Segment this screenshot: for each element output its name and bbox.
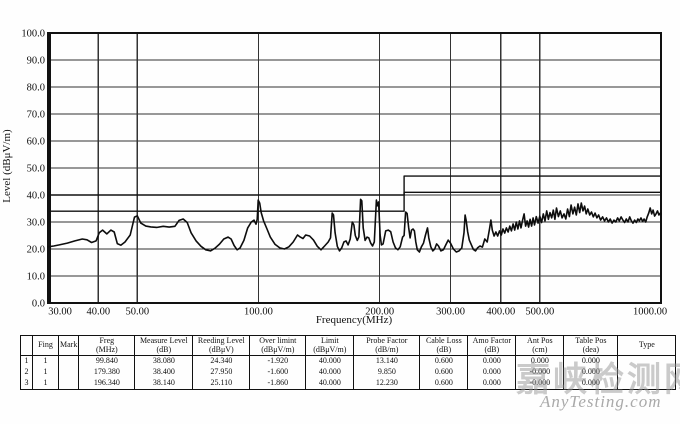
table-cell: 40.000: [305, 355, 355, 367]
y-tick-label: 100.0: [21, 29, 45, 40]
x-tick-label: 100.00: [244, 307, 273, 318]
table-cell: [57, 355, 80, 367]
table-cell: 0.000: [467, 355, 517, 367]
y-tick-label: 90.0: [27, 56, 45, 67]
table-cell: -1.920: [249, 355, 307, 367]
y-tick-label: 60.0: [27, 137, 45, 148]
measurement-results-table: Fing Mark Freg (MHz) Measure Level (dB) Reedin…: [20, 335, 677, 390]
table-header-cell: [20, 335, 33, 356]
table-cell: 0.000: [563, 367, 619, 378]
table-header-cell: Cable Loss (dB): [419, 335, 469, 356]
table-cell: 27.950: [192, 367, 251, 378]
table-cell: 1: [32, 378, 59, 390]
x-axis-title: Frequency(MHz): [315, 314, 393, 326]
table-cell: 38.400: [134, 367, 194, 378]
x-tick-label: 30.00: [48, 307, 72, 318]
watermark-anytesting: AnyTesting.com: [540, 392, 662, 411]
y-tick-label: 20.0: [27, 245, 45, 256]
table-cell: 0.000: [563, 355, 619, 367]
y-tick-label: 0.0: [32, 299, 45, 310]
table-cell: 24.340: [192, 355, 251, 367]
table-cell: 99.840: [78, 355, 136, 367]
table-cell: 13.140: [353, 355, 421, 367]
table-header-cell: Amo Factor (dB): [467, 335, 517, 356]
table-cell: 25.110: [192, 378, 251, 390]
table-cell: 9.850: [353, 367, 421, 378]
x-tick-label: 500.00: [525, 307, 554, 318]
y-tick-label: 80.0: [27, 83, 45, 94]
table-cell: 196.340: [78, 378, 136, 390]
table-header-cell: Ant Pos (cm): [515, 335, 565, 356]
x-tick-label: 50.00: [125, 307, 149, 318]
table-cell: [57, 367, 80, 378]
table-header-cell: Over limint (dBμV/m): [249, 335, 307, 356]
table-cell: 0.600: [419, 378, 469, 390]
table-header-cell: Reeding Level (dBμV): [192, 335, 251, 356]
x-tick-label: 40.00: [86, 307, 110, 318]
table-cell: [617, 367, 677, 378]
y-tick-label: 50.0: [27, 164, 45, 175]
table-cell: 12.230: [353, 378, 421, 390]
table-row: 3 1 196.340 38.140 25.110 -1.860 40.000 12.230 0…: [20, 378, 677, 390]
table-cell: [617, 378, 677, 390]
table-header-cell: Fing: [32, 335, 59, 356]
y-tick-label: 30.0: [27, 218, 45, 229]
table-cell: 0.600: [419, 355, 469, 367]
table-row: 2 1 179.380 38.400 27.950 -1.600 40.000 9.850 0.…: [20, 367, 677, 378]
table-cell: 40.000: [305, 378, 355, 390]
table-row: 1 1 99.840 38.080 24.340 -1.920 40.000 13.140 0.…: [20, 355, 677, 367]
measurement-trace: [47, 198, 662, 253]
x-tick-label: 200.00: [365, 307, 394, 318]
table-cell: 1: [32, 367, 59, 378]
table-header-cell: Probe Factor (dB/m): [353, 335, 421, 356]
limit-line: [47, 175, 662, 196]
table-header-cell: Table Pos (dea): [563, 335, 619, 356]
y-tick-label: 70.0: [27, 110, 45, 121]
table-cell: 0.600: [419, 367, 469, 378]
emissions-spectrum-chart: 0.0 10.0 20.0 30.0 40.0 50.0 60.0 70.0 80.0 90.0 1…: [21, 29, 667, 318]
table-cell: 1: [32, 355, 59, 367]
y-tick-label: 40.0: [27, 191, 45, 202]
table-cell: 0.000: [467, 367, 517, 378]
table-cell: -1.600: [249, 367, 307, 378]
table-cell: -1.860: [249, 378, 307, 390]
table-cell: [57, 378, 80, 390]
x-tick-label: 300.00: [436, 307, 465, 318]
table-cell: -0.000: [515, 378, 565, 390]
table-cell: 0.000: [467, 378, 517, 390]
table-cell: 40.000: [305, 367, 355, 378]
x-tick-label: 1000.00: [633, 307, 667, 318]
table-header-cell: Limit (dBμV/m): [305, 335, 355, 356]
table-cell: [617, 355, 677, 367]
table-header-cell: Type: [617, 335, 677, 356]
table-cell: 0.000: [563, 378, 619, 390]
table-cell: 38.080: [134, 355, 194, 367]
table-cell: 1: [20, 355, 33, 367]
table-cell: 38.140: [134, 378, 194, 390]
x-tick-label: 400.00: [486, 307, 515, 318]
table-cell: 179.380: [78, 367, 136, 378]
table-cell: 3: [20, 378, 33, 390]
table-cell: 2: [20, 367, 33, 378]
table-header-cell: Mark: [57, 335, 80, 356]
table-cell: -0.000: [515, 367, 565, 378]
table-header-cell: Measure Level (dB): [134, 335, 194, 356]
y-tick-label: 10.0: [27, 272, 45, 283]
table-cell: 0.000: [515, 355, 565, 367]
margin-line: [47, 191, 662, 212]
table-header-cell: Freg (MHz): [78, 335, 136, 356]
